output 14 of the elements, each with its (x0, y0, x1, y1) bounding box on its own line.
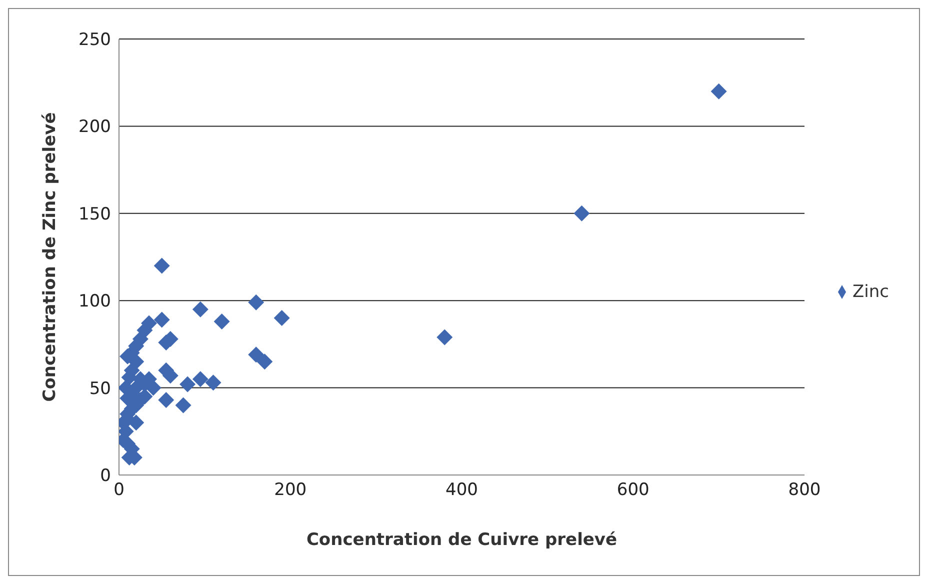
x-tick-label: 0 (114, 480, 124, 500)
x-tick-label: 400 (446, 480, 478, 500)
x-tick-label: 200 (274, 480, 307, 500)
y-tick-label: 50 (89, 378, 111, 399)
x-tick-label: 800 (788, 480, 821, 500)
y-tick-label: 200 (78, 117, 111, 138)
x-tick-label: 600 (616, 480, 650, 500)
y-tick-label: 0 (100, 466, 111, 486)
legend-label: Zinc (852, 282, 889, 302)
y-tick-label: 100 (78, 292, 111, 312)
y-axis-title: Concentration de Zinc prelevé (40, 112, 60, 402)
y-tick-label: 150 (78, 204, 111, 224)
y-tick-label: 250 (78, 30, 111, 50)
x-axis-title: Concentration de Cuivre prelevé (306, 530, 618, 550)
